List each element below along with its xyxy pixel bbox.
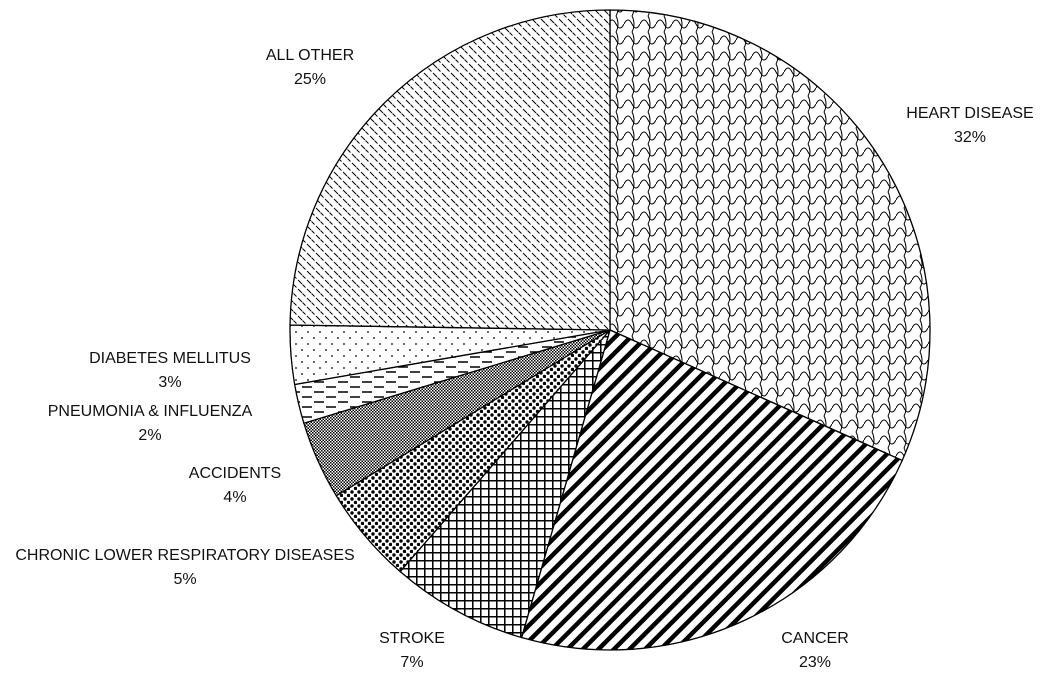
slice-name: ACCIDENTS bbox=[188, 465, 282, 482]
slice-percent: 25% bbox=[293, 71, 327, 88]
slice-label: CANCER 23% bbox=[781, 627, 849, 675]
slice-name: DIABETES MELLITUS bbox=[89, 350, 251, 367]
slice-label: CHRONIC LOWER RESPIRATORY DISEASES 5% bbox=[15, 544, 355, 592]
slice-label: HEART DISEASE 32% bbox=[906, 102, 1033, 150]
pie-slice bbox=[289, 9, 611, 331]
slice-name: PNEUMONIA & INFLUENZA bbox=[47, 403, 253, 420]
pie-slice bbox=[399, 329, 611, 639]
slice-label: ALL OTHER 25% bbox=[266, 44, 354, 92]
slice-percent: 2% bbox=[138, 427, 162, 444]
slice-name: ALL OTHER bbox=[265, 47, 355, 64]
slice-percent: 23% bbox=[798, 654, 832, 671]
slice-percent: 7% bbox=[400, 654, 424, 671]
slice-name: CANCER bbox=[781, 630, 849, 647]
slice-percent: 3% bbox=[158, 374, 182, 391]
slice-label: PNEUMONIA & INFLUENZA 2% bbox=[48, 400, 252, 448]
slice-label: STROKE 7% bbox=[379, 627, 445, 675]
slice-percent: 32% bbox=[953, 129, 987, 146]
pie-slice bbox=[520, 329, 904, 651]
slice-percent: 5% bbox=[173, 571, 197, 588]
pie-slice bbox=[609, 9, 931, 462]
slice-name: HEART DISEASE bbox=[906, 105, 1034, 122]
slice-name: STROKE bbox=[379, 630, 445, 647]
slice-name: CHRONIC LOWER RESPIRATORY DISEASES bbox=[15, 547, 355, 564]
slice-percent: 4% bbox=[223, 489, 247, 506]
slice-label: DIABETES MELLITUS 3% bbox=[89, 347, 251, 395]
slice-label: ACCIDENTS 4% bbox=[189, 462, 281, 510]
